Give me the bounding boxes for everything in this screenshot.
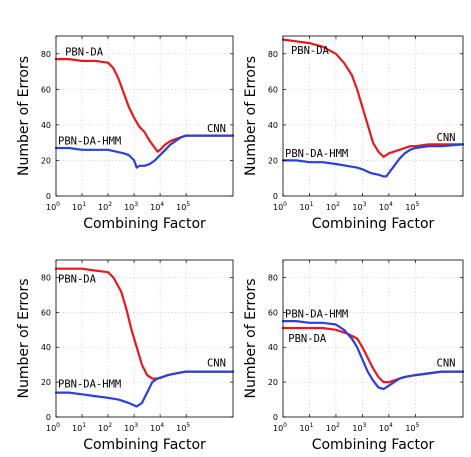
x-tick-label: 105: [405, 201, 419, 212]
x-tick-label: 102: [326, 422, 340, 433]
plot-frame: [55, 259, 234, 418]
x-tick-label: 101: [299, 422, 313, 433]
x-tick-label: 100: [46, 422, 60, 433]
y-tick-label: 0: [46, 192, 51, 201]
annotation-cnn: CNN: [437, 132, 456, 144]
plot-frame: [55, 35, 234, 197]
y-tick-label: 0: [273, 192, 278, 201]
x-tick-label: 104: [150, 201, 164, 212]
y-tick-label: 60: [268, 85, 278, 94]
x-tick-label: 104: [150, 422, 164, 433]
annotation-pbn-da-hmm: PBN-DA-HMM: [285, 148, 348, 160]
x-tick-label: 100: [46, 201, 60, 212]
x-axis-label: Combining Factor: [312, 437, 435, 453]
annotation-pbn-da: PBN-DA: [58, 274, 97, 286]
y-axis-label: Number of Errors: [16, 278, 32, 398]
x-tick-label: 100: [273, 201, 287, 212]
x-tick-label: 104: [379, 422, 393, 433]
x-tick-label: 101: [72, 422, 86, 433]
x-tick-label: 101: [299, 201, 313, 212]
annotation-pbn-da-hmm: PBN-DA-HMM: [285, 309, 348, 321]
y-axis-label: Number of Errors: [243, 56, 259, 176]
annotation-cnn: CNN: [437, 357, 456, 369]
series-line-pbn-da-hmm: [54, 134, 235, 169]
x-tick-label: 101: [72, 201, 86, 212]
y-tick-label: 80: [268, 273, 278, 282]
y-tick-label: 80: [41, 50, 51, 59]
y-axis-label: Number of Errors: [16, 56, 32, 176]
x-tick-label: 103: [124, 201, 138, 212]
y-axis-label: Number of Errors: [243, 278, 259, 398]
chart-panel-top-left: 0 20 40 60 80 100 101 102 103 104 105 Combining Fac…: [16, 35, 235, 232]
y-tick-label: 20: [268, 156, 278, 165]
x-tick-label: 102: [326, 201, 340, 212]
chart-panel-bottom-right: 0 20 40 60 80 100 101 102 103 104 105 Combining Fac…: [243, 259, 465, 453]
annotation-pbn-da-hmm: PBN-DA-HMM: [58, 378, 121, 390]
y-tick-label: 80: [41, 273, 51, 282]
y-tick-label: 40: [268, 121, 278, 130]
series-line-pbn-da-hmm: [281, 320, 465, 391]
chart-panel-top-right: 0 20 40 60 80 100 101 102 103 104 105 Combining Fac…: [243, 35, 465, 232]
annotation-cnn: CNN: [207, 123, 226, 135]
x-tick-label: 105: [176, 201, 190, 212]
y-tick-label: 0: [273, 413, 278, 422]
y-tick-label: 40: [41, 121, 51, 130]
annotation-cnn: CNN: [207, 357, 226, 369]
series-line-pbn-da-hmm: [281, 143, 465, 178]
series-line-pbn-da: [281, 38, 465, 158]
x-axis-label: Combining Factor: [83, 437, 206, 453]
y-tick-label: 60: [41, 308, 51, 317]
x-tick-label: 104: [379, 201, 393, 212]
y-tick-label: 40: [268, 343, 278, 352]
annotation-pbn-da-hmm: PBN-DA-HMM: [58, 135, 121, 147]
series-line-pbn-da-hmm: [54, 370, 235, 408]
annotation-pbn-da: PBN-DA: [291, 45, 330, 57]
x-tick-label: 102: [98, 422, 112, 433]
y-tick-label: 60: [268, 308, 278, 317]
y-tick-label: 40: [41, 343, 51, 352]
x-tick-label: 100: [273, 422, 287, 433]
y-tick-label: 0: [46, 413, 51, 422]
y-tick-label: 20: [41, 156, 51, 165]
annotation-pbn-da: PBN-DA: [288, 333, 327, 345]
x-tick-label: 102: [98, 201, 112, 212]
y-tick-label: 20: [41, 378, 51, 387]
x-tick-label: 105: [405, 422, 419, 433]
plot-frame: [282, 35, 464, 197]
annotation-pbn-da: PBN-DA: [65, 47, 104, 59]
x-tick-label: 103: [352, 201, 366, 212]
x-tick-label: 103: [124, 422, 138, 433]
x-tick-label: 105: [176, 422, 190, 433]
y-tick-label: 80: [268, 50, 278, 59]
y-tick-label: 20: [268, 378, 278, 387]
y-tick-label: 60: [41, 85, 51, 94]
plot-frame: [282, 259, 464, 418]
x-axis-label: Combining Factor: [83, 216, 206, 232]
x-axis-label: Combining Factor: [312, 216, 435, 232]
x-tick-label: 103: [352, 422, 366, 433]
chart-panel-bottom-left: 0 20 40 60 80 100 101 102 103 104 105 Combining Fac…: [16, 259, 235, 453]
